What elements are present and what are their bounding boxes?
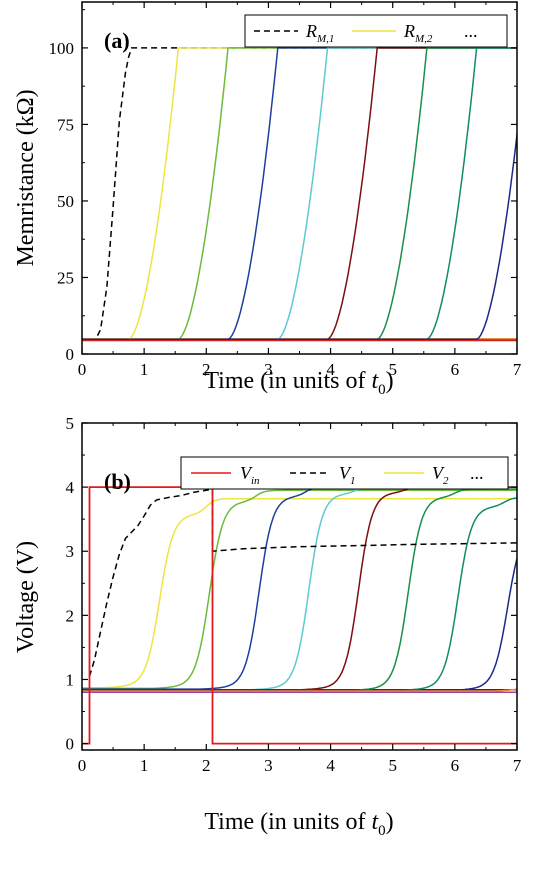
panel-a-x-tick-label: 2 <box>202 360 211 379</box>
node-voltage-series-line <box>82 489 517 690</box>
panel-b-ticks: 0 1 2 3 4 5 6 7 0 1 2 3 4 5 <box>66 414 522 775</box>
panel-b-legend: Vin V1 V2 ... <box>180 456 509 490</box>
panel-b-voltage-chart: 0 1 2 3 4 5 6 7 0 1 2 3 4 5 (b) Vin V1 V2 ... Time (i… <box>13 414 522 839</box>
memristance-series-line <box>82 47 517 341</box>
panel-b-y-tick-label: 0 <box>66 735 75 754</box>
panel-a-x-tick-label: 7 <box>513 360 522 379</box>
panel-a-x-tick-label: 6 <box>451 360 460 379</box>
panel-b-x-tick-label: 7 <box>513 756 522 775</box>
memristance-series-line <box>82 47 517 341</box>
vin-series-line <box>82 486 517 745</box>
panel-a-x-tick-label: 3 <box>264 360 273 379</box>
panel-b-x-tick-label: 1 <box>140 756 149 775</box>
panel-b-y-tick-label: 5 <box>66 414 75 433</box>
memristance-series-line <box>96 47 517 336</box>
panel-b-legend-box <box>180 456 509 490</box>
node-voltage-series-line <box>82 497 517 689</box>
panel-b-y-axis-title: Voltage (V) <box>13 541 39 653</box>
panel-b-y-tick-label: 2 <box>66 606 75 625</box>
panel-a-memristance-chart: 0 1 2 3 4 5 6 7 0 25 50 75 100 (a) RM,1 RM,2 ... Tim… <box>13 1 522 398</box>
memristance-series-line <box>82 127 517 341</box>
legend-ellipsis: ... <box>464 21 478 41</box>
panel-b-x-tick-label: 5 <box>388 756 397 775</box>
panel-a-label: (a) <box>104 28 130 53</box>
node-voltage-series-line <box>82 688 517 692</box>
legend-vin-label: Vin <box>240 463 260 487</box>
panel-b-y-tick-label: 1 <box>66 670 75 689</box>
panel-a-ticks: 0 1 2 3 4 5 6 7 0 25 50 75 100 <box>49 2 522 379</box>
memristance-series-line <box>82 47 517 341</box>
panel-a-y-tick-label: 50 <box>57 192 74 211</box>
panel-b-x-axis-title: Time (in units of t0) <box>204 809 393 839</box>
panel-b-x-tick-label: 3 <box>264 756 273 775</box>
panel-b-x-tick-label: 2 <box>202 756 211 775</box>
panel-a-y-tick-label: 75 <box>57 115 74 134</box>
panel-b-y-tick-label: 3 <box>66 542 75 561</box>
panel-a-x-tick-label: 1 <box>140 360 149 379</box>
v1-series-line <box>88 488 517 677</box>
panel-a-legend: RM,1 RM,2 ... <box>244 14 508 48</box>
memristance-series-line <box>82 47 517 341</box>
panel-a-x-tick-label: 4 <box>326 360 335 379</box>
panel-a-x-tick-label: 0 <box>78 360 87 379</box>
legend-rm1-label: RM,1 <box>305 21 334 45</box>
panel-a-y-tick-label: 0 <box>66 345 75 364</box>
panel-b-y-tick-label: 4 <box>66 478 75 497</box>
panel-b-plot-area <box>82 486 517 745</box>
legend-ellipsis: ... <box>470 463 484 483</box>
panel-a-y-axis-title: Memristance (kΩ) <box>13 89 39 266</box>
memristance-series-line <box>82 47 517 341</box>
panel-a-plot-area <box>82 47 517 342</box>
panel-b-x-tick-label: 0 <box>78 756 87 775</box>
panel-a-x-tick-label: 5 <box>388 360 397 379</box>
panel-b-x-tick-label: 4 <box>326 756 335 775</box>
panel-a-x-axis-title: Time (in units of t0) <box>204 368 393 398</box>
panel-b-x-tick-label: 6 <box>451 756 460 775</box>
legend-rm2-label: RM,2 <box>403 21 433 45</box>
panel-a-y-tick-label: 25 <box>57 268 74 287</box>
memristance-series-line <box>82 47 517 341</box>
memristance-series-line <box>82 47 517 341</box>
panel-b-label: (b) <box>104 469 131 494</box>
panel-a-frame <box>81 1 518 355</box>
panel-a-y-tick-label: 100 <box>49 39 75 58</box>
legend-v2-label: V2 <box>432 463 449 487</box>
legend-v1-label: V1 <box>339 463 356 487</box>
